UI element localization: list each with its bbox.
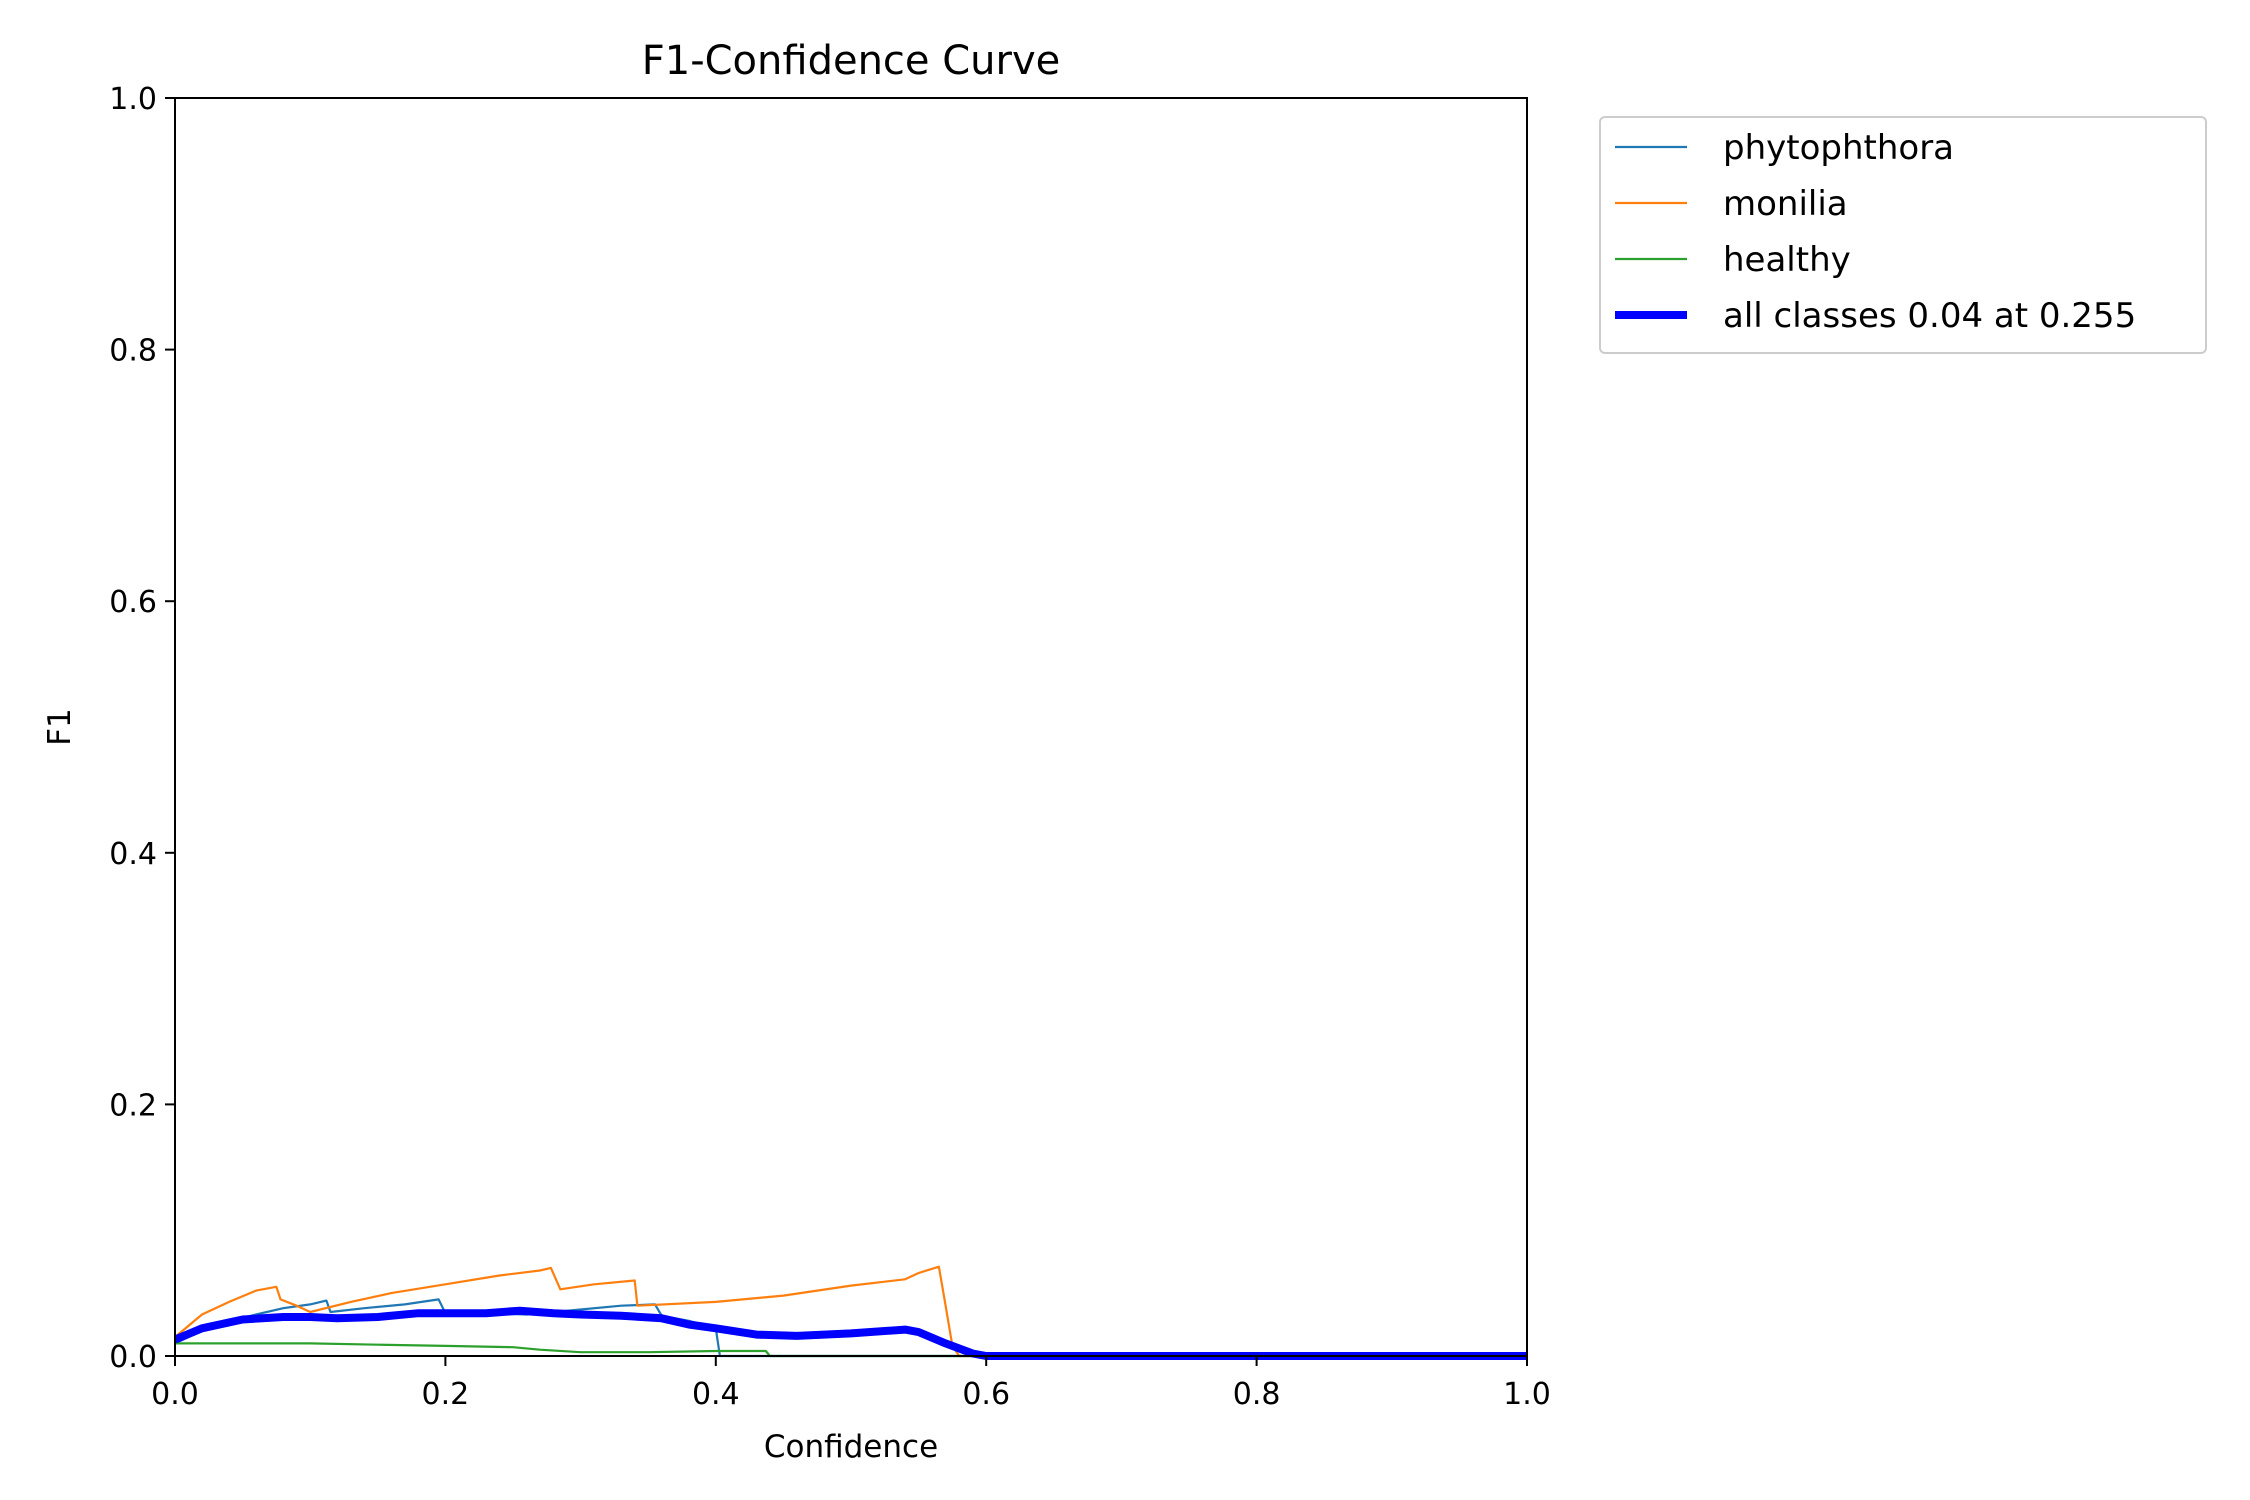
- legend-box: [1599, 116, 2207, 354]
- y-tick-label: 1.0: [109, 82, 157, 117]
- legend: phytophthora monilia healthy all classes 0.…: [1599, 116, 2207, 354]
- legend-entry-label: all classes 0.04 at 0.255: [1723, 296, 2136, 336]
- x-axis: 0.0 0.2 0.4 0.6 0.8 1.0: [151, 1356, 1551, 1412]
- x-tick-label: 0.2: [422, 1377, 470, 1412]
- x-tick-label: 0.0: [151, 1377, 199, 1412]
- x-tick-label: 1.0: [1503, 1377, 1551, 1412]
- y-tick-label: 0.4: [109, 837, 157, 872]
- y-axis: 0.0 0.2 0.4 0.6 0.8 1.0: [109, 82, 175, 1375]
- y-axis-label: F1: [42, 708, 78, 746]
- x-tick-label: 0.8: [1233, 1377, 1281, 1412]
- legend-entry-label: phytophthora: [1723, 128, 1954, 168]
- y-tick-label: 0.2: [109, 1088, 157, 1123]
- chart-title: F1-Confidence Curve: [642, 38, 1061, 84]
- legend-entry-label: monilia: [1723, 184, 1848, 224]
- y-tick-label: 0.0: [109, 1340, 157, 1375]
- plot-frame: [174, 97, 1528, 1357]
- legend-entry-label: healthy: [1723, 240, 1851, 280]
- x-tick-label: 0.6: [962, 1377, 1010, 1412]
- series-layer: [175, 1265, 1527, 1360]
- y-tick-label: 0.6: [109, 585, 157, 620]
- x-axis-label: Confidence: [764, 1429, 938, 1465]
- series-line-all: [175, 1306, 1527, 1360]
- x-tick-label: 0.4: [692, 1377, 740, 1412]
- series-line-monilia: [175, 1265, 1527, 1358]
- y-tick-label: 0.8: [109, 334, 157, 369]
